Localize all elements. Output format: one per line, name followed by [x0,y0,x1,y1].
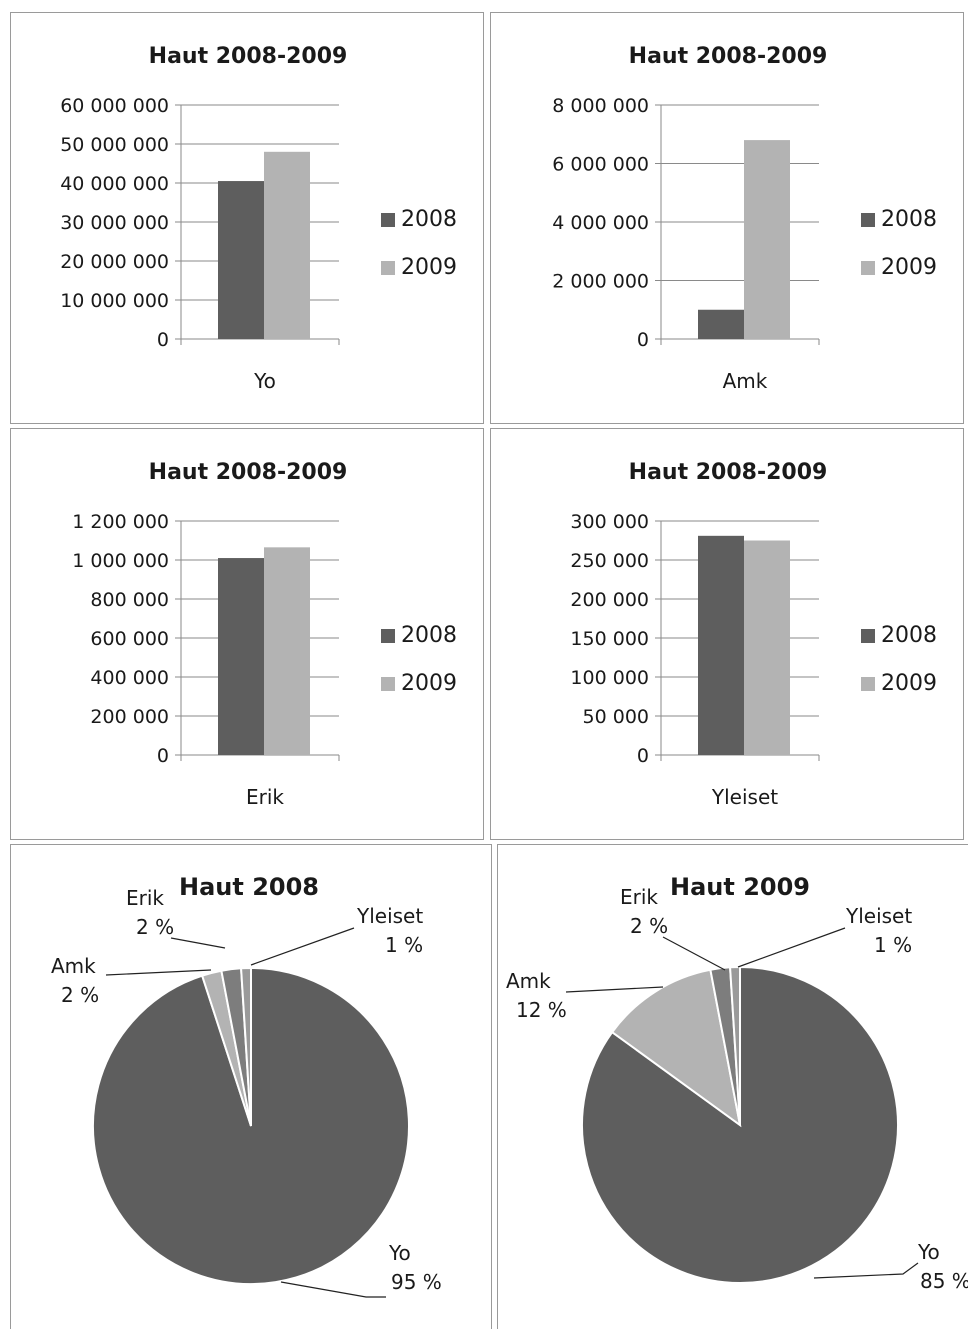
y-tick-label: 150 000 [570,628,649,650]
y-tick-label: 300 000 [570,511,649,533]
leader-line-erik [662,936,726,971]
y-tick-label: 250 000 [570,550,649,572]
leader-line-yleiset [737,927,846,968]
y-tick-label: 4 000 000 [552,212,649,234]
pie-pct-yo: 95 % [391,1270,442,1294]
y-tick-label: 40 000 000 [60,173,169,195]
leader-line-amk [105,969,212,976]
bar-2008 [698,535,744,755]
pie-pct-erik: 2 % [630,914,668,938]
leader-line-yleiset [250,927,355,966]
chart-panel-pie-2008: Haut 2008 Yo 95 % Amk 2 % Erik 2 % Yleiset 1 % [10,844,492,1329]
chart-panel-pie-2009: Haut 2009 Yo 85 % Amk 12 % Erik 2 % Yleiset 1 % [497,844,968,1329]
y-tick-label: 20 000 000 [60,251,169,273]
legend-swatch-2009 [861,261,875,275]
leader-line-amk [565,986,664,993]
pie-label-yo: Yo [917,1240,940,1264]
chart-yleiset: Haut 2008-2009 0 50 000 100 000 150 000 200 0… [570,460,937,809]
legend-swatch-2008 [861,629,875,643]
x-category-label: Yleiset [711,785,778,809]
pie-pct-yleiset: 1 % [385,933,423,957]
y-tick-label: 6 000 000 [552,154,649,176]
chart-panel-amk: Haut 2008-2009 0 2 000 000 4 000 000 6 000 0… [490,12,964,424]
chart-erik: Haut 2008-2009 0 200 000 400 000 600 000 800 … [72,460,457,809]
x-category-label: Amk [723,369,768,393]
y-tick-label: 800 000 [90,589,169,611]
y-tick-label: 0 [157,745,169,767]
y-tick-label: 50 000 [583,706,649,728]
legend-swatch-2008 [861,213,875,227]
y-tick-label: 1 200 000 [72,511,169,533]
pie-pct-yleiset: 1 % [874,933,912,957]
bar-2009 [744,140,790,339]
chart-title: Haut 2008-2009 [149,44,348,69]
bar-2008 [218,181,264,339]
legend-swatch-2009 [381,261,395,275]
y-tick-label: 0 [637,329,649,351]
chart-panel-erik: Haut 2008-2009 0 200 000 400 000 600 000 800 … [10,428,484,840]
bar-2008 [698,309,744,339]
x-category-label: Erik [246,785,284,809]
legend-label-2009: 2009 [401,255,457,280]
y-tick-label: 200 000 [90,706,169,728]
leader-line-yo [813,1262,919,1279]
y-tick-label: 30 000 000 [60,212,169,234]
y-tick-label: 0 [157,329,169,351]
y-tick-label: 8 000 000 [552,95,649,117]
leader-line-erik [170,937,226,949]
chart-title: Haut 2009 [670,873,810,901]
legend-swatch-2009 [861,677,875,691]
chart-pie-2009: Haut 2009 Yo 85 % Amk 12 % Erik 2 % Yleiset 1 % [506,873,968,1293]
legend-swatch-2008 [381,213,395,227]
pie-label-erik: Erik [620,885,658,909]
legend-label-2009: 2009 [881,255,937,280]
pie-label-yo: Yo [388,1241,411,1265]
legend-label-2008: 2008 [401,207,457,232]
pie-pct-erik: 2 % [136,915,174,939]
y-tick-label: 1 000 000 [72,550,169,572]
chart-panel-yleiset: Haut 2008-2009 0 50 000 100 000 150 000 200 0… [490,428,964,840]
y-tick-label: 400 000 [90,667,169,689]
legend-swatch-2008 [381,629,395,643]
pie-label-amk: Amk [51,954,96,978]
pie-label-yleiset: Yleiset [356,904,423,928]
pie-pct-amk: 2 % [61,983,99,1007]
pie-label-erik: Erik [126,886,164,910]
pie-label-amk: Amk [506,969,551,993]
bar-2009 [264,151,310,339]
legend-label-2008: 2008 [881,207,937,232]
bar-2008 [218,558,264,755]
pie-slice-amk [610,968,742,1128]
pie-pct-yo: 85 % [920,1269,968,1293]
pie-slice-yleiset [240,966,252,1127]
chart-amk: Haut 2008-2009 0 2 000 000 4 000 000 6 000 0… [552,44,937,393]
y-tick-label: 600 000 [90,628,169,650]
legend-label-2009: 2009 [881,671,937,696]
pie-label-yleiset: Yleiset [845,904,912,928]
chart-yo: Haut 2008-2009 0 10 000 000 20 000 000 30 00… [60,44,457,393]
chart-pie-2008: Haut 2008 Yo 95 % Amk 2 % Erik 2 % Yleiset 1 % [51,873,442,1298]
chart-panel-yo: Haut 2008-2009 0 10 000 000 20 000 000 30 00… [10,12,484,424]
chart-title: Haut 2008 [179,873,319,901]
legend-label-2008: 2008 [881,623,937,648]
y-tick-label: 0 [637,745,649,767]
y-tick-label: 10 000 000 [60,290,169,312]
bar-2009 [264,547,310,755]
legend-label-2009: 2009 [401,671,457,696]
y-tick-label: 60 000 000 [60,95,169,117]
chart-title: Haut 2008-2009 [629,460,828,485]
chart-title: Haut 2008-2009 [629,44,828,69]
leader-line-yo [280,1281,386,1298]
x-category-label: Yo [253,369,276,393]
chart-title: Haut 2008-2009 [149,460,348,485]
bar-2009 [744,540,790,755]
legend-label-2008: 2008 [401,623,457,648]
y-tick-label: 100 000 [570,667,649,689]
y-tick-label: 50 000 000 [60,134,169,156]
pie-pct-amk: 12 % [516,998,567,1022]
y-tick-label: 200 000 [570,589,649,611]
y-tick-label: 2 000 000 [552,271,649,293]
pie-slice-yleiset [729,965,741,1126]
legend-swatch-2009 [381,677,395,691]
